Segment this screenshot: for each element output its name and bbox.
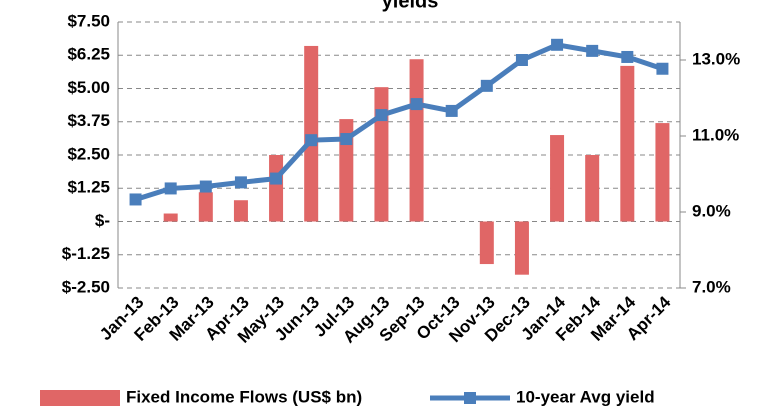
legend-swatch bbox=[40, 390, 120, 406]
bar bbox=[374, 87, 389, 222]
chart-title: yields bbox=[382, 0, 439, 12]
y2-tick-label: 13.0% bbox=[692, 49, 740, 68]
y-tick-label: $2.50 bbox=[67, 144, 110, 163]
bar bbox=[163, 213, 178, 222]
marker bbox=[129, 193, 142, 206]
marker bbox=[621, 50, 634, 63]
bar bbox=[269, 155, 284, 222]
legend-label: Fixed Income Flows (US$ bn) bbox=[126, 387, 362, 406]
y-tick-label: $5.00 bbox=[67, 78, 110, 97]
marker bbox=[551, 38, 564, 51]
bar bbox=[655, 123, 670, 222]
marker bbox=[340, 133, 353, 146]
marker bbox=[480, 79, 493, 92]
marker bbox=[375, 109, 388, 122]
marker bbox=[656, 62, 669, 75]
y-tick-label: $6.25 bbox=[67, 45, 110, 64]
bar bbox=[409, 59, 424, 222]
y-tick-label: $-1.25 bbox=[62, 244, 110, 263]
y-tick-label: $3.75 bbox=[67, 111, 110, 130]
bar bbox=[620, 65, 635, 222]
legend-swatch bbox=[464, 392, 476, 404]
y-tick-label: $-2.50 bbox=[62, 277, 110, 296]
marker bbox=[199, 180, 212, 193]
y-tick-label: $- bbox=[95, 211, 110, 230]
marker bbox=[234, 176, 247, 189]
y2-tick-label: 11.0% bbox=[692, 125, 739, 144]
marker bbox=[164, 182, 177, 195]
marker bbox=[305, 134, 318, 147]
marker bbox=[445, 104, 458, 117]
bar bbox=[198, 192, 213, 222]
bar bbox=[514, 221, 529, 275]
y2-tick-label: 9.0% bbox=[692, 201, 731, 220]
marker bbox=[586, 44, 599, 57]
marker bbox=[515, 54, 528, 66]
bar bbox=[550, 135, 565, 222]
bar bbox=[585, 155, 600, 222]
line bbox=[134, 42, 664, 202]
marker bbox=[410, 98, 423, 111]
bar bbox=[304, 45, 319, 222]
legend-label: 10-year Avg yield bbox=[516, 387, 655, 406]
bar bbox=[233, 200, 248, 222]
y2-tick-label: 7.0% bbox=[692, 277, 731, 296]
y-tick-label: $7.50 bbox=[67, 11, 110, 30]
y-tick-label: $1.25 bbox=[67, 178, 110, 197]
marker bbox=[270, 172, 283, 185]
bar bbox=[479, 221, 494, 265]
